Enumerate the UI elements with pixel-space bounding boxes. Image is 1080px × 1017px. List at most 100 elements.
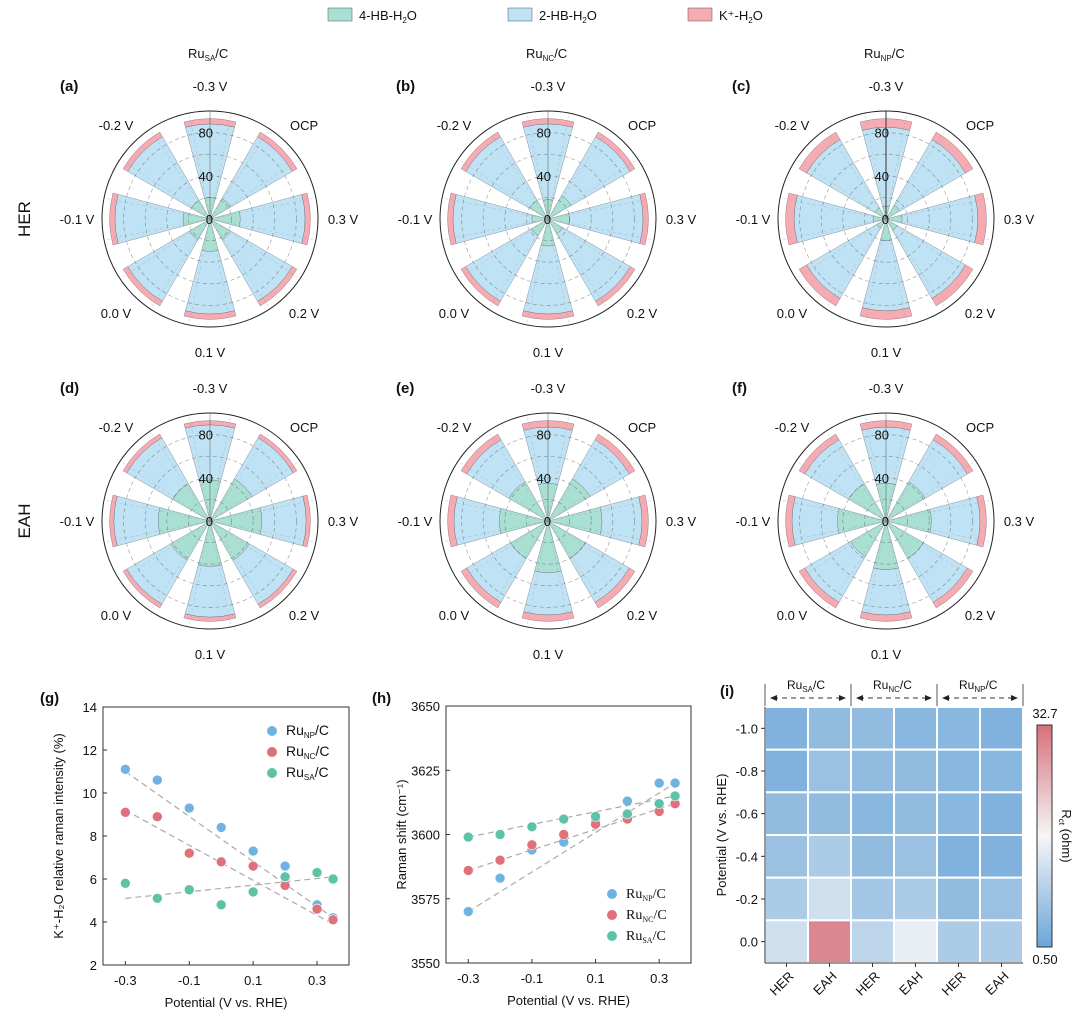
- category-label: 0.2 V: [627, 306, 658, 321]
- polar-bar-segment: [447, 192, 457, 246]
- category-label: 0.1 V: [195, 345, 226, 360]
- data-point: [462, 831, 474, 843]
- radial-tick-label: 40: [199, 169, 213, 184]
- radial-tick-label: 40: [875, 471, 889, 486]
- angular-gridline: [104, 197, 211, 220]
- row-label: HER: [15, 201, 34, 237]
- panel-label: (a): [60, 78, 78, 95]
- polar-bar-segment: [257, 433, 298, 474]
- angular-gridline: [149, 129, 211, 220]
- polar-bar-segment: [569, 542, 630, 603]
- angular-gridline: [442, 218, 549, 241]
- y-tick-label: 4: [90, 915, 97, 930]
- y-tick-label: 10: [83, 786, 97, 801]
- heatmap-cell: [936, 791, 981, 836]
- angular-gridline: [547, 218, 654, 241]
- category-label: -0.2 V: [775, 420, 810, 435]
- angular-gridline: [104, 520, 211, 543]
- polar-bar-segment: [638, 494, 649, 548]
- x-tick-label: EAH: [982, 969, 1012, 999]
- angular-gridline: [547, 218, 570, 325]
- angular-gridline: [149, 520, 211, 611]
- polar-bar-segment: [798, 433, 840, 475]
- category-label: -0.1 V: [60, 212, 95, 227]
- group-label-main: Ru: [787, 678, 802, 692]
- polar-bar-segment: [113, 495, 161, 547]
- x-tick-label: -0.1: [178, 973, 200, 988]
- polar-bar-segment: [447, 494, 458, 548]
- category-label: 0.2 V: [289, 306, 320, 321]
- category-label: -0.2 V: [437, 420, 472, 435]
- polar-bar-segment: [798, 264, 841, 307]
- y-tick-label: 3550: [411, 956, 440, 971]
- group-label-tail: /C: [985, 678, 997, 692]
- data-point: [152, 811, 163, 822]
- angular-gridline: [547, 460, 638, 522]
- angular-gridline: [885, 520, 908, 627]
- data-point: [247, 886, 259, 898]
- angular-gridline: [885, 113, 908, 220]
- outer-circle: [439, 412, 657, 630]
- polar-bar-segment: [460, 266, 501, 307]
- angular-gridline: [547, 520, 570, 627]
- legend-label: RuNP/C: [286, 722, 329, 740]
- data-point: [327, 914, 339, 926]
- heatmap-cell: [979, 791, 1024, 836]
- legend-label: 4-HB-H2O: [359, 8, 417, 25]
- heatmap-cell: [807, 876, 852, 922]
- category-label: 0.2 V: [965, 306, 996, 321]
- polar-bar-segment: [122, 131, 163, 172]
- polar-bar-segment: [785, 494, 796, 548]
- angular-gridline: [209, 197, 316, 220]
- angular-gridline: [547, 113, 570, 220]
- polar-bar-segment: [804, 541, 866, 603]
- polar-bar-segment: [639, 192, 649, 246]
- x-tick-label: 0.1: [587, 971, 605, 986]
- polar-bar-segment: [184, 564, 236, 618]
- angular-gridline: [780, 499, 887, 522]
- data-point: [526, 839, 538, 851]
- angular-gridline: [885, 415, 908, 522]
- category-label: 0.0 V: [777, 608, 808, 623]
- legend-swatch: [507, 7, 533, 22]
- category-label: 0.3 V: [328, 212, 359, 227]
- column-title: RuSA/C: [188, 46, 228, 63]
- polar-bar-segment: [127, 136, 200, 209]
- angular-gridline: [547, 431, 609, 522]
- legend-label-tail: /C: [315, 722, 329, 738]
- angular-gridline: [547, 158, 638, 220]
- column-title-main: Ru: [864, 46, 881, 61]
- radial-tick-label: 80: [537, 428, 551, 443]
- angular-gridline: [209, 158, 300, 220]
- polar-bar-segment: [109, 192, 119, 246]
- heatmap-cell: [850, 834, 895, 879]
- polar-bar-segment: [221, 230, 293, 302]
- legend-label-main: Ru: [286, 722, 304, 738]
- colorbar-max-label: 32.7: [1032, 706, 1057, 721]
- polar-bar-segment: [239, 194, 306, 244]
- arrow-head-icon: [770, 695, 846, 701]
- angular-gridline: [188, 218, 211, 325]
- column-title: RuNC/C: [526, 46, 567, 63]
- legend-label-sub: NC: [304, 752, 316, 761]
- data-point: [215, 822, 227, 833]
- heatmap-cell: [936, 919, 981, 964]
- group-label-tail: /C: [813, 678, 825, 692]
- data-point: [653, 798, 665, 809]
- angular-gridline: [487, 129, 549, 220]
- data-point: [120, 764, 131, 775]
- x-tick-label: EAH: [810, 969, 840, 999]
- heatmap-cell: [936, 706, 981, 751]
- legend-label: RuNC/C: [626, 908, 667, 924]
- radial-tick-label: 80: [875, 126, 889, 141]
- y-tick-label: -0.6: [736, 807, 758, 822]
- radial-tick-label: 40: [199, 471, 213, 486]
- data-point: [669, 777, 681, 789]
- column-title-sub: NC: [543, 54, 555, 63]
- legend-swatch: [687, 7, 713, 22]
- group-label-sub: NP: [974, 685, 985, 694]
- data-point: [183, 847, 195, 859]
- data-point: [622, 808, 633, 820]
- heatmap-cell: [893, 748, 938, 794]
- legend-label-sub: SA: [642, 936, 652, 945]
